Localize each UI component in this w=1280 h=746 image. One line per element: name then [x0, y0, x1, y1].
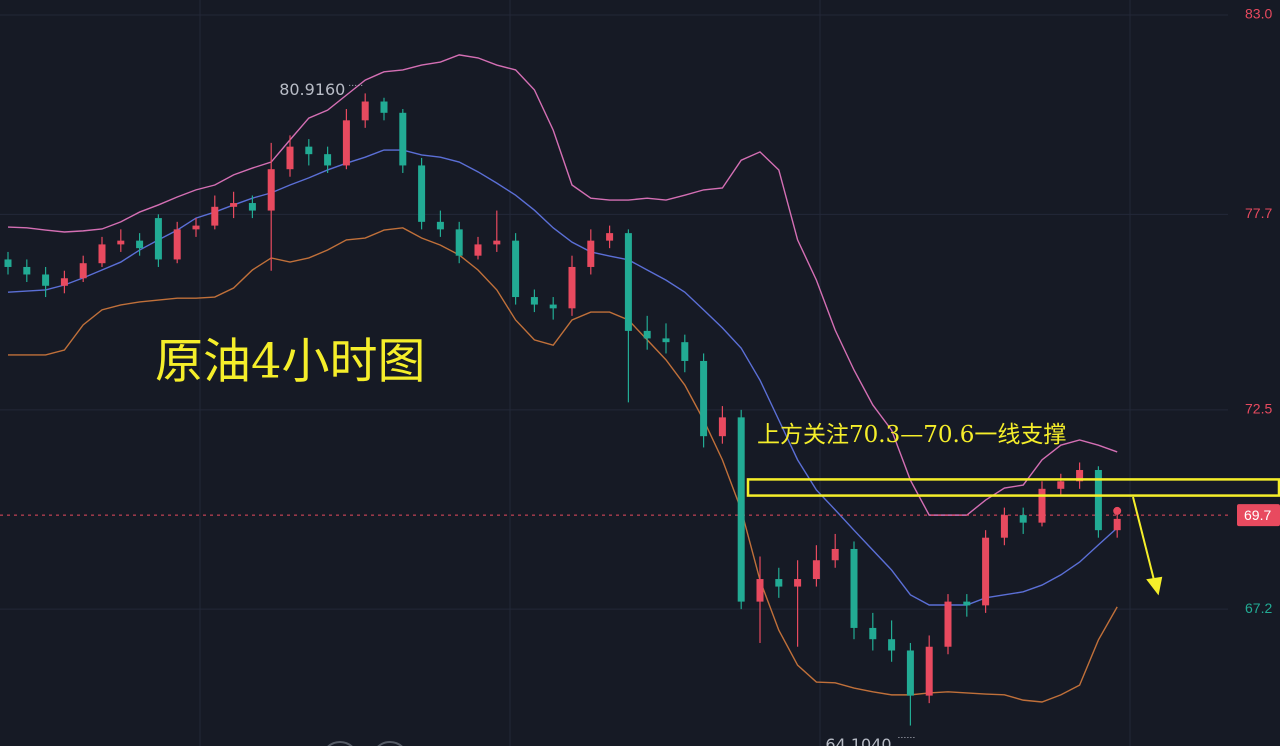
- candle-body: [1076, 470, 1084, 482]
- support-zone: [746, 478, 1280, 497]
- candle-body: [474, 244, 482, 256]
- candle-body: [173, 229, 181, 260]
- candle-body: [380, 101, 388, 113]
- candle-body: [154, 218, 162, 260]
- arrow-head: [1146, 576, 1163, 596]
- candle-body: [982, 537, 990, 606]
- candle-body: [587, 240, 595, 267]
- candle-body: [756, 579, 764, 602]
- candle-body: [60, 278, 68, 286]
- button[interactable]: [322, 741, 358, 746]
- candle-body: [530, 297, 538, 305]
- arrow-line: [1132, 496, 1156, 585]
- candle-body: [117, 240, 125, 245]
- candle-body: [681, 342, 689, 361]
- candle-body: [98, 244, 106, 264]
- candle-body: [643, 330, 651, 339]
- candle-body: [568, 266, 576, 309]
- button[interactable]: [372, 741, 408, 746]
- candle-body: [512, 240, 520, 298]
- candle-body: [549, 304, 557, 309]
- candle-body: [944, 601, 952, 647]
- candle-body: [286, 146, 294, 170]
- high-label: 80.9160: [279, 80, 345, 99]
- y-tick-label: 83.0: [1245, 6, 1272, 22]
- candle-body: [418, 165, 426, 222]
- candle-body: [361, 101, 369, 121]
- candle-body: [79, 263, 87, 279]
- low-label: 64.1040: [825, 735, 891, 746]
- candle-body: [399, 112, 407, 166]
- candle-body: [888, 639, 896, 651]
- candle-body: [23, 266, 31, 275]
- candle-body: [342, 120, 350, 166]
- price-tag: [1237, 504, 1280, 527]
- candle-body: [324, 154, 332, 166]
- candle-body: [662, 338, 670, 343]
- candle-body: [248, 203, 256, 211]
- candle-body: [493, 240, 501, 245]
- candle-body: [1038, 488, 1046, 523]
- candle-body: [436, 221, 444, 230]
- candle-body: [963, 601, 971, 606]
- candle-body: [1113, 518, 1121, 531]
- last-dot: [1113, 506, 1122, 515]
- candle-body: [850, 548, 858, 628]
- candle-body: [136, 240, 144, 249]
- candle-body: [812, 560, 820, 580]
- candle-body: [775, 579, 783, 587]
- y-tick-label: 67.2: [1245, 600, 1272, 616]
- candle-body: [606, 233, 614, 241]
- band-line: [7, 149, 1118, 606]
- candle-body: [700, 360, 708, 437]
- candle-body: [794, 579, 802, 587]
- candle-body: [624, 233, 632, 331]
- candle-body: [1057, 481, 1065, 489]
- candle-body: [1094, 470, 1102, 531]
- candle-body: [869, 627, 877, 640]
- candle-body: [455, 229, 463, 256]
- y-tick-label: 72.5: [1245, 401, 1272, 417]
- time-grid: [199, 0, 1131, 746]
- candle-body: [192, 225, 200, 230]
- candle-body: [230, 203, 238, 207]
- plot: 83.0 77.7 72.5 67.2: [0, 6, 1272, 726]
- annotation: 上方关注70.3—70.6一线支撑: [757, 422, 1066, 448]
- candle-body: [4, 259, 12, 267]
- candle-body: [831, 548, 839, 561]
- candle-body: [305, 146, 313, 155]
- price-tag-label: 69.7: [1244, 507, 1271, 523]
- candle-body: [925, 646, 933, 696]
- candle-body: [1019, 515, 1027, 523]
- candle-body: [737, 417, 745, 602]
- arrow: [1132, 496, 1163, 596]
- candle-body: [718, 417, 726, 437]
- candle-body: [267, 169, 275, 211]
- chart-title: 原油4小时图: [155, 334, 426, 390]
- y-tick-label: 77.7: [1245, 205, 1272, 221]
- candle-body: [906, 650, 914, 696]
- candle-body: [42, 274, 50, 286]
- candle-body: [211, 206, 219, 226]
- candle-body: [1000, 515, 1008, 538]
